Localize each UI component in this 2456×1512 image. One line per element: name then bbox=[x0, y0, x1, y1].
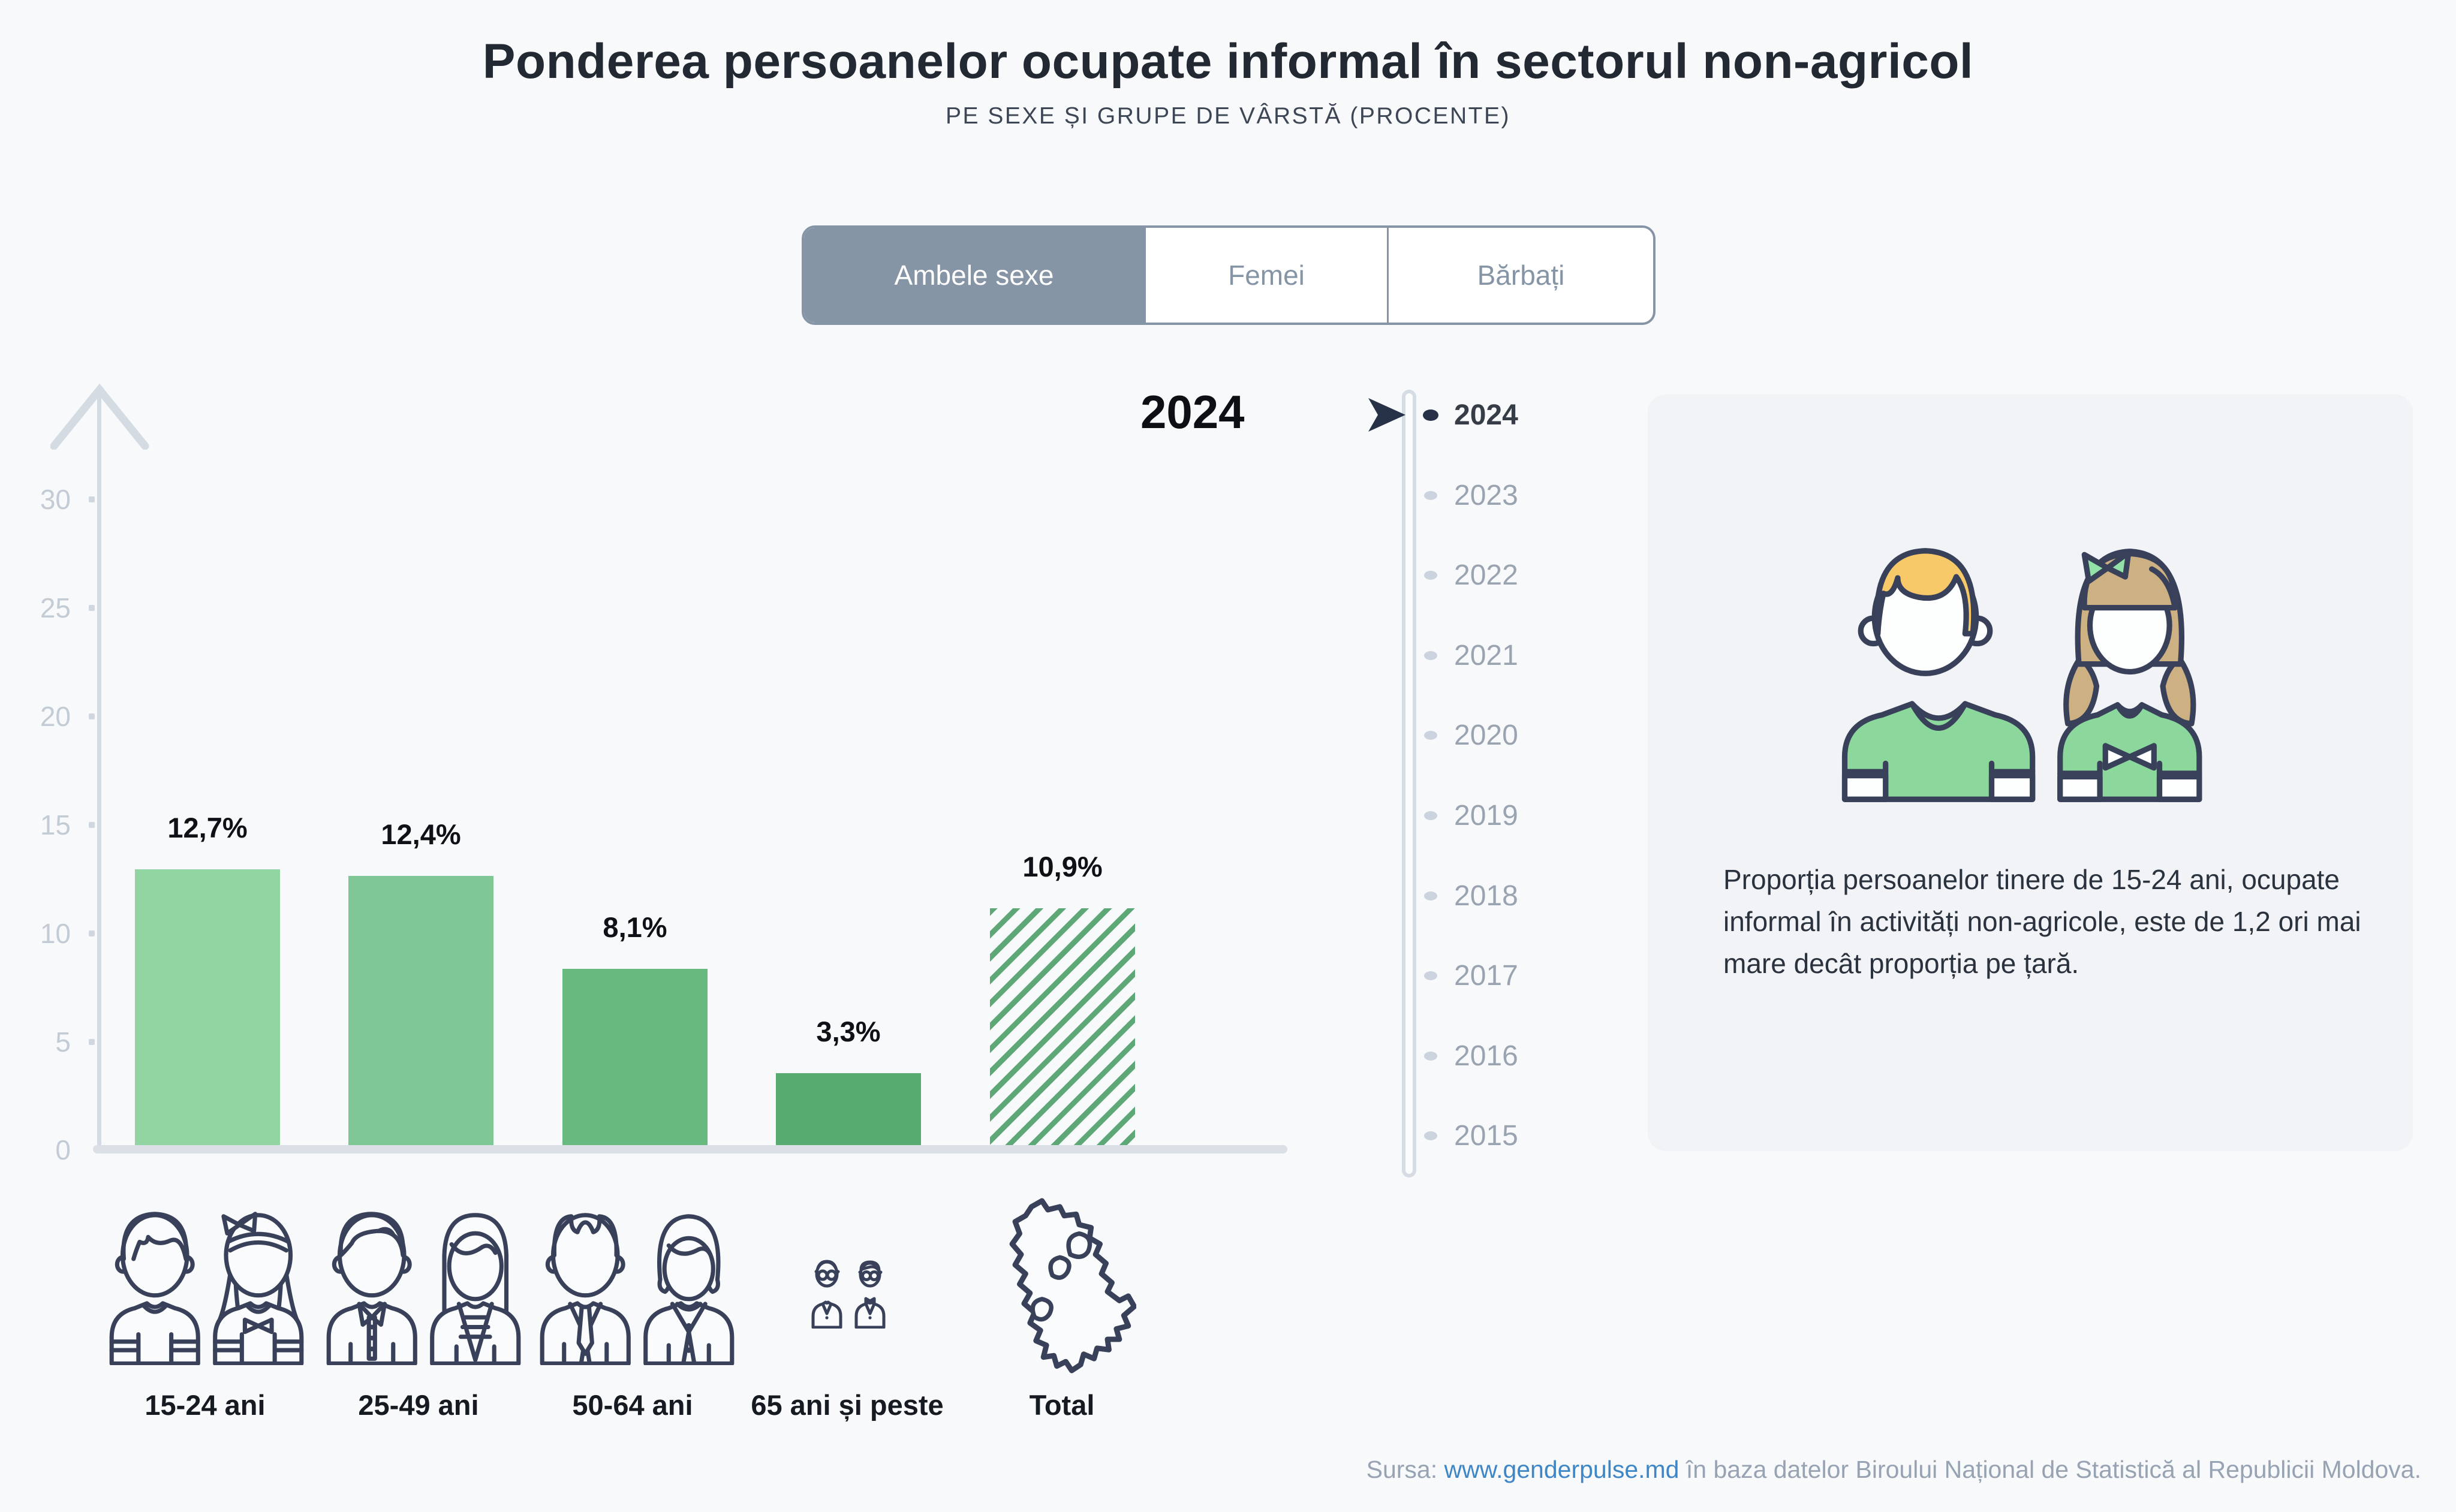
y-tick-mark bbox=[89, 1039, 95, 1045]
young-pair-icon bbox=[109, 1212, 304, 1365]
y-tick-label: 10 bbox=[40, 918, 71, 949]
year-item-2019[interactable]: 2019 bbox=[1415, 794, 1631, 836]
category-label-65-plus: 65 ani și peste bbox=[751, 1389, 944, 1421]
bar-value-label: 8,1% bbox=[603, 911, 667, 943]
category-label-25-49: 25-49 ani bbox=[358, 1389, 479, 1421]
year-item-2015[interactable]: 2015 bbox=[1415, 1115, 1631, 1156]
y-tick-mark bbox=[89, 822, 95, 828]
year-label: 2018 bbox=[1454, 880, 1518, 912]
year-label: 2016 bbox=[1454, 1040, 1518, 1072]
year-label: 2023 bbox=[1454, 479, 1518, 511]
source-note: Sursa: www.genderpulse.md în baza datelo… bbox=[1367, 1456, 2421, 1484]
y-tick-label: 25 bbox=[40, 592, 71, 624]
y-tick-mark bbox=[89, 496, 95, 502]
y-tick-label: 5 bbox=[55, 1026, 71, 1058]
tab-femei[interactable]: Femei bbox=[1144, 228, 1387, 323]
mature-pair-icon bbox=[540, 1213, 735, 1365]
year-dot bbox=[1423, 409, 1438, 421]
bar-50-64[interactable] bbox=[562, 969, 708, 1145]
year-dot bbox=[1424, 891, 1437, 900]
selected-year-label: 2024 bbox=[1140, 385, 1245, 438]
source-link[interactable]: www.genderpulse.md bbox=[1444, 1456, 1680, 1483]
panel-annotation-text: Proporția persoanelor tinere de 15-24 an… bbox=[1723, 864, 2361, 979]
bar-25-49[interactable] bbox=[348, 876, 493, 1145]
bar-65-plus[interactable] bbox=[776, 1073, 921, 1145]
source-suffix: în baza datelor Biroului Național de Sta… bbox=[1679, 1456, 2421, 1483]
year-label: 2020 bbox=[1454, 719, 1518, 751]
y-tick-mark bbox=[89, 930, 95, 936]
bar-value-label: 3,3% bbox=[816, 1016, 881, 1047]
year-dot bbox=[1424, 490, 1437, 500]
year-item-2017[interactable]: 2017 bbox=[1415, 954, 1631, 996]
timeline-track[interactable] bbox=[1402, 390, 1416, 1177]
adult-pair-icon bbox=[326, 1212, 521, 1365]
year-label: 2019 bbox=[1454, 799, 1518, 832]
year-label: 2022 bbox=[1454, 559, 1518, 591]
year-label: 2015 bbox=[1454, 1119, 1518, 1152]
bar-value-label: 10,9% bbox=[1022, 851, 1103, 882]
bar-value-label: 12,7% bbox=[167, 812, 248, 844]
tab-barbati[interactable]: Bărbați bbox=[1387, 228, 1653, 323]
year-dot bbox=[1424, 811, 1437, 820]
year-dot bbox=[1424, 971, 1437, 980]
category-label-50-64: 50-64 ani bbox=[572, 1389, 693, 1421]
year-dot bbox=[1424, 1131, 1437, 1140]
y-tick-mark bbox=[89, 605, 95, 611]
category-label-total: Total bbox=[1029, 1389, 1095, 1421]
y-axis-line bbox=[97, 390, 101, 1146]
y-tick-mark bbox=[89, 713, 95, 719]
year-item-2016[interactable]: 2016 bbox=[1415, 1035, 1631, 1077]
y-tick-label: 20 bbox=[40, 701, 71, 732]
year-item-2021[interactable]: 2021 bbox=[1415, 634, 1631, 676]
bar-total[interactable] bbox=[990, 908, 1135, 1145]
year-label: 2017 bbox=[1454, 959, 1518, 992]
year-label: 2024 bbox=[1454, 399, 1518, 431]
year-label: 2021 bbox=[1454, 639, 1518, 671]
year-dot bbox=[1424, 650, 1437, 660]
y-tick-label: 0 bbox=[55, 1134, 71, 1165]
senior-pair-icon bbox=[811, 1260, 886, 1329]
tab-ambele-sexe[interactable]: Ambele sexe bbox=[804, 228, 1144, 323]
source-prefix: Sursa: bbox=[1366, 1456, 1444, 1483]
page-title: Ponderea persoanelor ocupate informal în… bbox=[482, 34, 1974, 89]
moldova-map-icon bbox=[1009, 1198, 1136, 1374]
bar-value-label: 12,4% bbox=[381, 818, 461, 850]
year-item-2024[interactable]: 2024 bbox=[1415, 394, 1631, 436]
category-label-15-24: 15-24 ani bbox=[145, 1389, 266, 1421]
x-axis-line bbox=[93, 1145, 1287, 1153]
year-item-2018[interactable]: 2018 bbox=[1415, 875, 1631, 917]
year-dot bbox=[1424, 730, 1437, 740]
year-item-2022[interactable]: 2022 bbox=[1415, 554, 1631, 596]
y-tick-label: 15 bbox=[40, 809, 71, 841]
year-dot bbox=[1424, 570, 1437, 580]
year-item-2023[interactable]: 2023 bbox=[1415, 474, 1631, 516]
boy-girl-illustration bbox=[1841, 548, 2202, 802]
sex-filter-tabs: Ambele sexe Femei Bărbați bbox=[802, 225, 1656, 325]
y-tick-label: 30 bbox=[40, 484, 71, 515]
year-item-2020[interactable]: 2020 bbox=[1415, 714, 1631, 756]
timeline-arrow-icon bbox=[1368, 398, 1405, 432]
page-subtitle: PE SEXE ȘI GRUPE DE VÂRSTĂ (PROCENTE) bbox=[945, 103, 1510, 129]
bar-15-24[interactable] bbox=[135, 869, 280, 1145]
year-dot bbox=[1424, 1051, 1437, 1061]
